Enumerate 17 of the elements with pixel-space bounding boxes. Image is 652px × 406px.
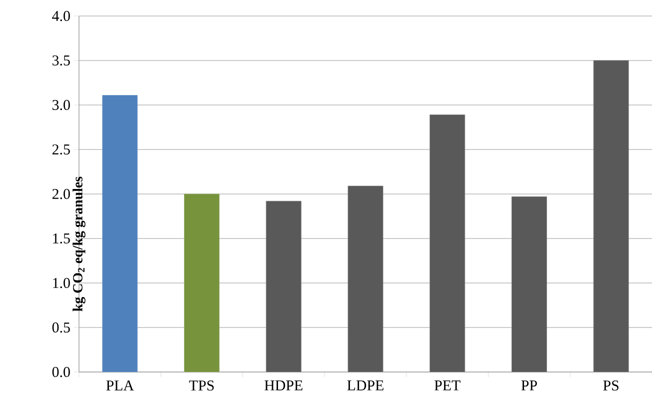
y-tick-label: 3.0	[52, 100, 70, 110]
y-tick-label: 4.0	[52, 10, 70, 22]
y-tick-label: 2.0	[52, 188, 70, 200]
y-tick-label: 3.5	[52, 55, 70, 66]
y-tick-label: 0.0	[52, 366, 70, 378]
x-tick-label: PP	[521, 380, 537, 390]
y-tick-label: 1.5	[53, 233, 70, 244]
x-tick-label: PLA	[106, 380, 134, 390]
y-tick-label: 1.0	[53, 278, 70, 288]
x-tick-label: HDPE	[264, 380, 302, 390]
y-tick-label: 0.5	[52, 322, 70, 333]
x-tick-label: PET	[434, 380, 460, 390]
y-tick-label: 2.5	[52, 144, 70, 155]
x-tick-label: PS	[603, 380, 618, 391]
x-tick-label: TPS	[189, 380, 214, 391]
y-axis-title: kg CO$_{2}$ eq/kg granules	[72, 176, 86, 312]
x-tick-label: LDPE	[347, 380, 384, 390]
